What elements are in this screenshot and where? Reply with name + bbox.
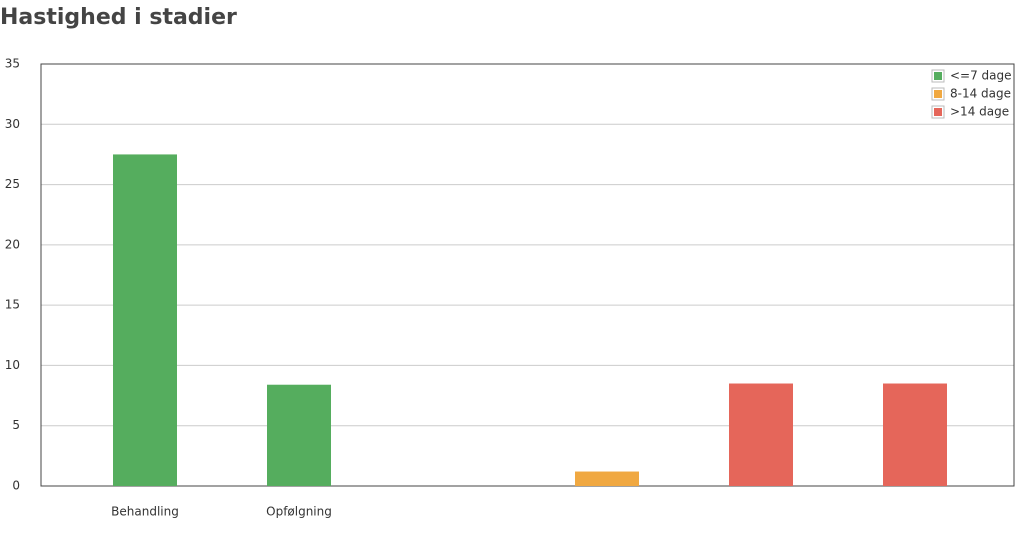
bar (575, 471, 639, 486)
legend-label: >14 dage (950, 105, 1009, 119)
plot-border (40, 63, 1015, 487)
bar (267, 384, 331, 486)
legend-swatch (934, 72, 942, 80)
y-tick-label: 5 (12, 418, 20, 432)
legend-label: <=7 dage (950, 69, 1012, 83)
y-tick-label: 30 (5, 117, 20, 131)
y-tick-label: 25 (5, 177, 20, 191)
y-tick-label: 35 (5, 57, 20, 71)
x-tick-label: Behandling (111, 505, 179, 519)
bar (883, 383, 947, 486)
y-tick-label: 15 (5, 298, 20, 312)
legend-label: 8-14 dage (950, 87, 1011, 101)
legend-swatch (934, 90, 942, 98)
y-tick-label: 0 (12, 479, 20, 493)
y-tick-label: 20 (5, 237, 20, 251)
chart-title: Hastighed i stadier (0, 5, 237, 30)
bar (113, 154, 177, 486)
y-tick-label: 10 (5, 358, 20, 372)
legend-swatch (934, 108, 942, 116)
x-tick-label: Opfølgning (266, 505, 332, 519)
bar (729, 383, 793, 486)
